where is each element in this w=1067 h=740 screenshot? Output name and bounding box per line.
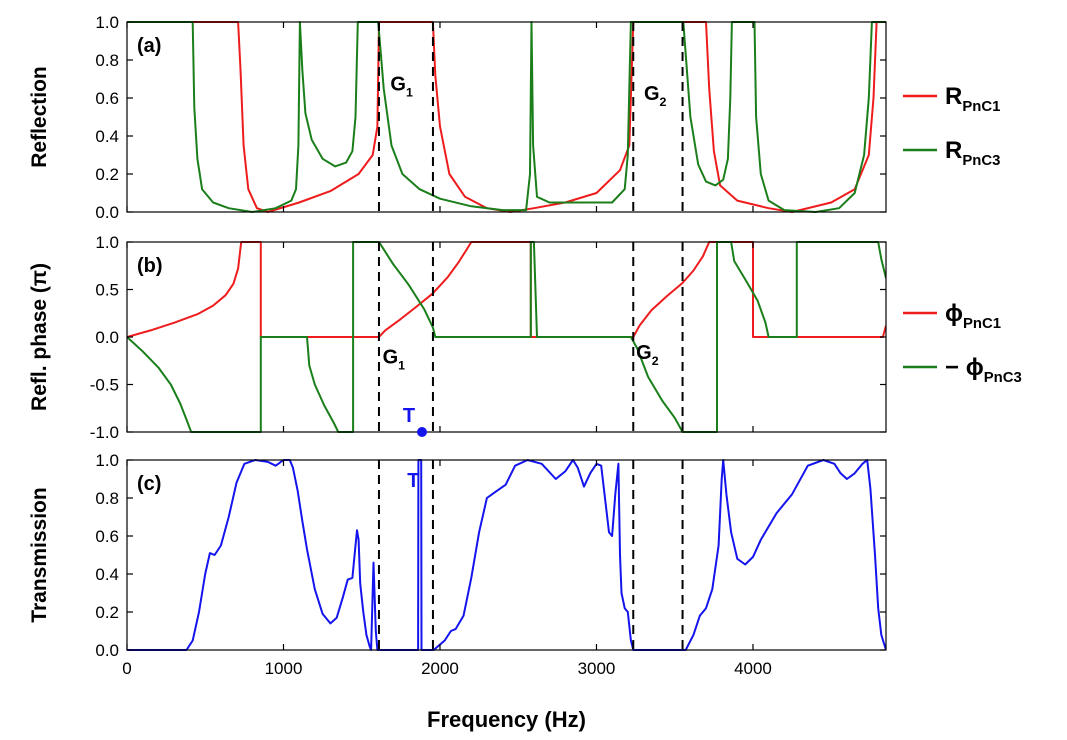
y-tick-label: -0.5	[90, 376, 119, 395]
y-tick-label: 0.4	[95, 565, 119, 584]
panel-c: 0.0 0.2 0.4 0.6 0.8 1.0 0 1000 2000 3000 4000 Trans…	[28, 451, 887, 678]
series-line-Transmission	[127, 459, 886, 651]
y-tick-label: 0.4	[95, 127, 119, 146]
series-line-R_PnC1	[127, 21, 886, 213]
series-group	[127, 241, 886, 433]
y-tick-label: 1.0	[95, 233, 119, 252]
panel-tag: (a)	[137, 35, 161, 57]
legend: RPnC1 RPnC3	[903, 83, 1000, 169]
legend-entry: ϕPnC1	[945, 300, 1001, 332]
plot-frame	[126, 459, 887, 651]
x-axis-label: Frequency (Hz)	[427, 707, 586, 732]
x-tick-label: 3000	[578, 659, 616, 678]
y-tick-label: 0.0	[95, 203, 119, 222]
series-group	[127, 21, 886, 213]
panel-tag: (b)	[137, 255, 163, 277]
y-tick-label: 1.0	[95, 13, 119, 32]
plot-frame	[126, 21, 887, 213]
x-tick-label: 2000	[421, 659, 459, 678]
legend-entry: − ϕPnC3	[945, 354, 1022, 386]
legend-entry: RPnC3	[945, 137, 1000, 169]
gap-label-1: G1	[383, 347, 406, 373]
legend: ϕPnC1 − ϕPnC3	[903, 300, 1022, 386]
y-tick-label: 0.6	[95, 89, 119, 108]
series-line-phi_PnC1	[127, 241, 886, 338]
panel-a: 0.0 0.2 0.4 0.6 0.8 1.0 Reflection (a) G1 G2 RPnC1…	[28, 13, 1000, 222]
y-tick-label: 0.2	[95, 165, 119, 184]
y-tick-label: 0.8	[95, 51, 119, 70]
gap-label-2: G2	[636, 342, 659, 368]
y-tick-label: 0.0	[95, 328, 119, 347]
y-tick-label: 0.0	[95, 641, 119, 660]
y-axis-label: Reflection	[28, 66, 51, 168]
series-line-R_PnC3	[127, 21, 886, 213]
y-tick-label: 0.2	[95, 603, 119, 622]
transmission-peak-marker	[416, 427, 427, 437]
x-tick-label: 1000	[265, 659, 303, 678]
y-tick-label: 0.5	[95, 281, 119, 300]
series-line--phi_PnC3	[127, 241, 886, 433]
transmission-peak-label: T	[407, 470, 419, 492]
y-tick-label: -1.0	[90, 423, 119, 442]
x-tick-label: 4000	[734, 659, 772, 678]
y-tick-label: 0.8	[95, 489, 119, 508]
series-group	[127, 459, 886, 651]
x-tick-label: 0	[122, 659, 131, 678]
y-tick-label: 0.6	[95, 527, 119, 546]
y-axis-label: Refl. phase (π)	[28, 263, 51, 411]
panel-tag: (c)	[137, 473, 161, 495]
gap-label-1: G1	[390, 73, 413, 99]
transmission-peak-label: T	[403, 405, 415, 427]
y-axis-label: Transmission	[28, 487, 51, 622]
panel-b: -1.0 -0.5 0.0 0.5 1.0 Refl. phase (π) (b) G1 G2 T…	[28, 233, 1022, 442]
legend-entry: RPnC1	[945, 83, 1000, 115]
gap-label-2: G2	[644, 83, 667, 109]
y-tick-label: 1.0	[95, 451, 119, 470]
